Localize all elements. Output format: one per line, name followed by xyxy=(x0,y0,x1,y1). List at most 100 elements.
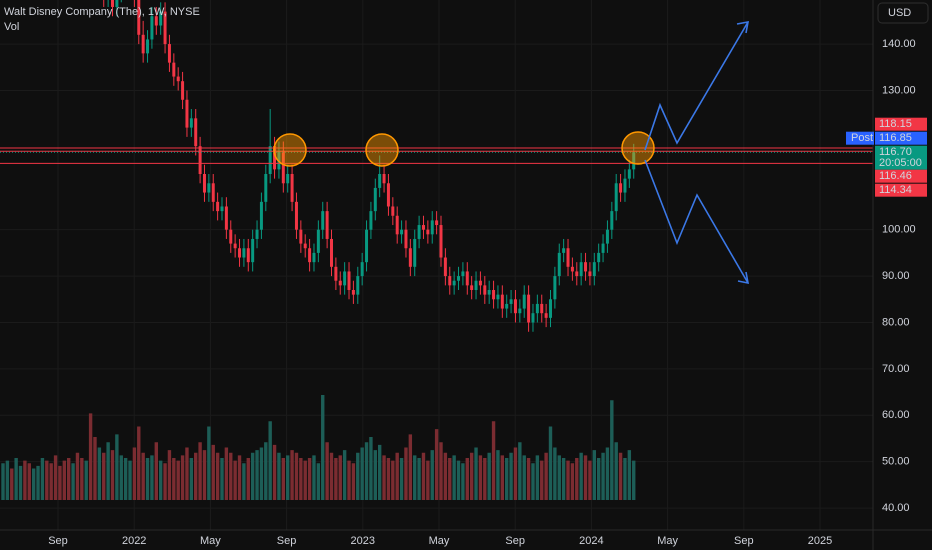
candle-body xyxy=(395,215,399,235)
volume-bar xyxy=(277,452,281,500)
volume-bar xyxy=(566,460,570,500)
volume-bar xyxy=(242,463,246,500)
candle-body xyxy=(408,248,412,267)
volume-bar xyxy=(180,455,185,500)
candle-body xyxy=(483,285,487,295)
volume-bar xyxy=(395,452,399,500)
candle-body xyxy=(154,16,158,26)
price-badge-label: 116.85 xyxy=(879,132,912,144)
volume-bar xyxy=(185,447,189,500)
candle-body xyxy=(413,238,417,267)
currency-label: USD xyxy=(888,7,911,19)
candle-body xyxy=(115,0,119,7)
candle-body xyxy=(570,266,574,272)
volume-bar xyxy=(211,444,215,500)
candle-body xyxy=(382,174,386,184)
volume-bar xyxy=(88,413,93,500)
level-layer xyxy=(0,147,873,164)
volume-bar xyxy=(106,442,110,500)
volume-bar xyxy=(596,458,601,500)
candle-body xyxy=(150,16,154,40)
volume-bar xyxy=(342,450,347,500)
candle-body xyxy=(531,313,535,323)
volume-bar xyxy=(303,460,307,500)
volume-bar xyxy=(325,442,329,500)
volume-bar xyxy=(391,460,395,500)
candle-body xyxy=(294,201,298,230)
x-tick-label: May xyxy=(200,535,221,547)
volume-legend: Vol xyxy=(4,21,19,33)
arrow-head xyxy=(736,21,749,34)
volume-bar xyxy=(518,442,522,500)
candle-layer xyxy=(103,0,636,332)
candle-body xyxy=(430,220,434,235)
candle-body xyxy=(369,211,373,230)
volume-bar xyxy=(434,429,439,500)
candle-body xyxy=(242,248,246,258)
candle-body xyxy=(584,262,588,272)
volume-bar xyxy=(31,468,36,500)
volume-bar xyxy=(426,460,430,500)
volume-bar xyxy=(531,463,535,500)
volume-bar xyxy=(128,460,132,500)
axes: 140.00 130.00 100.00 90.00 80.00 70.00 60.00 50… xyxy=(48,38,915,547)
volume-bar xyxy=(259,447,264,500)
grid xyxy=(0,0,873,530)
volume-bar xyxy=(382,455,386,500)
price-badge-label: 114.34 xyxy=(879,184,912,196)
y-tick-label: 50.00 xyxy=(882,456,910,468)
x-tick-label: Sep xyxy=(505,535,525,547)
candle-body xyxy=(202,174,206,193)
highlight-circle xyxy=(273,133,307,167)
volume-bar xyxy=(189,458,194,500)
candle-body xyxy=(216,201,220,212)
currency-button[interactable] xyxy=(877,2,929,24)
candle-body xyxy=(575,271,579,277)
candle-body xyxy=(360,262,364,277)
candle-body xyxy=(281,150,285,184)
volume-bar xyxy=(220,458,224,500)
volume-bar xyxy=(483,458,487,500)
y-tick-label: 130.00 xyxy=(882,84,916,96)
volume-bar xyxy=(404,447,408,500)
candle-body xyxy=(146,39,150,54)
volume-bar xyxy=(229,452,233,500)
volume-bar xyxy=(268,421,272,500)
candle-body xyxy=(141,34,145,54)
candle-body xyxy=(373,187,377,212)
candle-body xyxy=(299,229,303,244)
volume-bar xyxy=(290,450,294,500)
volume-bar xyxy=(544,452,548,500)
candle-body xyxy=(435,220,439,226)
candle-body xyxy=(137,0,141,35)
volume-bar xyxy=(137,426,141,500)
volume-bar xyxy=(408,434,413,500)
candle-body xyxy=(251,238,255,263)
volume-bar xyxy=(49,463,53,500)
candle-body xyxy=(461,271,465,277)
candle-body xyxy=(338,280,342,286)
volume-bar xyxy=(474,447,478,500)
candle-body xyxy=(268,146,272,175)
price-badge-label: 116.46 xyxy=(879,170,912,182)
candle-body xyxy=(566,248,570,267)
volume-bar xyxy=(10,468,14,500)
candle-body xyxy=(421,225,425,230)
candle-body xyxy=(518,308,522,314)
volume-bar xyxy=(115,434,119,500)
highlight-circle xyxy=(365,133,399,167)
volume-bar xyxy=(623,458,627,500)
x-tick-label: Sep xyxy=(734,535,754,547)
volume-bar xyxy=(535,455,540,500)
y-tick-label: 40.00 xyxy=(882,502,910,514)
volume-bar xyxy=(509,452,513,500)
x-tick-label: 2025 xyxy=(808,535,832,547)
volume-bar xyxy=(465,458,469,500)
candle-body xyxy=(259,201,263,230)
candle-body xyxy=(592,262,596,277)
candle-body xyxy=(316,229,320,253)
volume-bar xyxy=(18,465,23,500)
candle-body xyxy=(347,271,351,291)
volume-bar xyxy=(154,442,158,500)
